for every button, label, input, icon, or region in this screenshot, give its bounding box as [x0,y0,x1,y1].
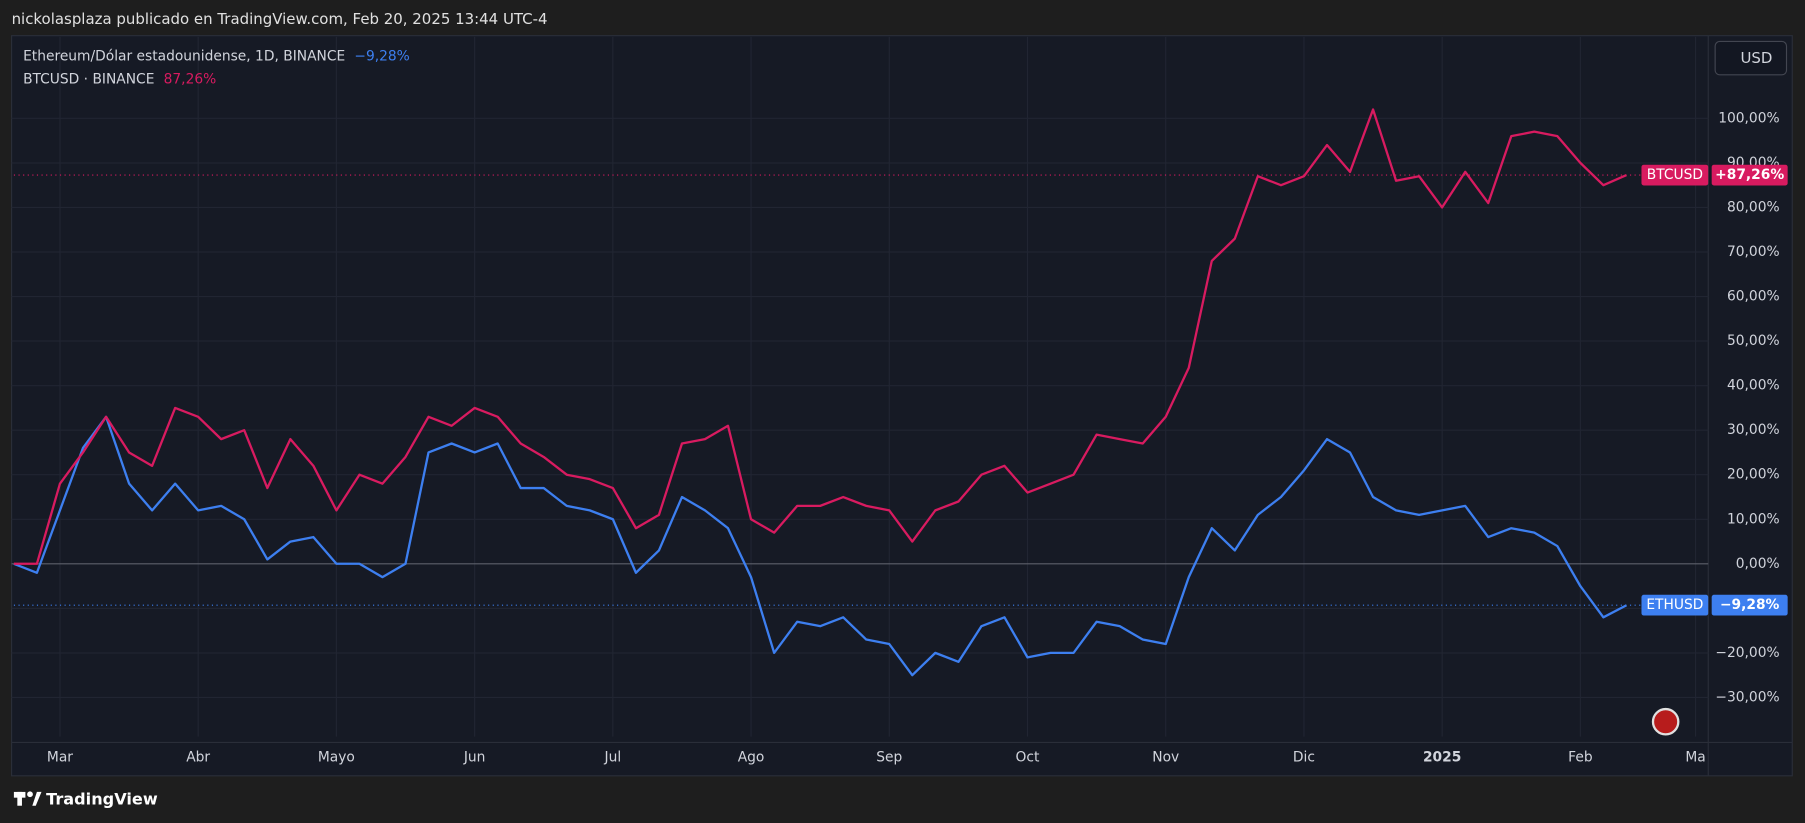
footer-brand: TradingView [46,789,158,808]
value-tag-box [1711,594,1788,616]
legend-label: Ethereum/Dólar estadounidense, 1D, BINAN… [23,48,345,64]
y-tick-label: −20,00% [1715,645,1779,661]
x-tick-label: Sep [876,749,902,765]
currency-label: USD [1740,49,1772,67]
x-tick-label: Ago [738,749,765,765]
x-tick-label: Dic [1293,749,1315,765]
currency-button[interactable] [1714,40,1788,76]
chart-frame [11,35,1793,777]
series-tag: BTCUSD [1647,167,1703,183]
x-tick-label: Ma [1685,749,1705,765]
x-tick-label: Oct [1016,749,1040,765]
legend-change: 87,26% [164,71,217,87]
x-tick-label: Abr [186,749,210,765]
y-tick-label: 100,00% [1718,110,1779,126]
plot [11,36,1709,737]
flag-icon[interactable] [1651,707,1680,736]
y-tick-label: 80,00% [1727,199,1780,215]
series-line [13,108,1627,565]
y-tick-label: 10,00% [1727,511,1780,527]
y-tick-label: 60,00% [1727,289,1780,305]
header: nickolasplaza publicado en TradingView.c… [12,10,548,28]
y-tick-label: 70,00% [1727,244,1780,260]
value-tag: −9,28% [1720,597,1780,613]
series-line [13,415,1628,677]
series-tag-box [1641,164,1709,186]
y-tick-label: 20,00% [1727,467,1780,483]
series-tag-box [1641,594,1709,616]
x-tick-label: Jun [463,749,486,765]
y-tick-label: 50,00% [1727,333,1780,349]
x-tick-label: Jul [604,749,622,765]
y-tick-label: 40,00% [1727,378,1780,394]
x-tick-label: Nov [1152,749,1179,765]
y-tick-label: 30,00% [1727,422,1780,438]
x-tick-label: Mar [47,749,73,765]
y-tick-label: −30,00% [1715,689,1779,705]
x-tick-label: Mayo [318,749,355,765]
legend-change: −9,28% [354,48,409,64]
x-tick-label: 2025 [1423,749,1461,765]
legend-label: BTCUSD · BINANCE [23,71,154,87]
value-tag-box [1711,164,1788,186]
x-tick-label: Feb [1568,749,1592,765]
logo [13,791,42,806]
series-tag: ETHUSD [1646,597,1703,613]
value-tag: +87,26% [1715,167,1784,183]
y-tick-label: 0,00% [1736,556,1780,572]
